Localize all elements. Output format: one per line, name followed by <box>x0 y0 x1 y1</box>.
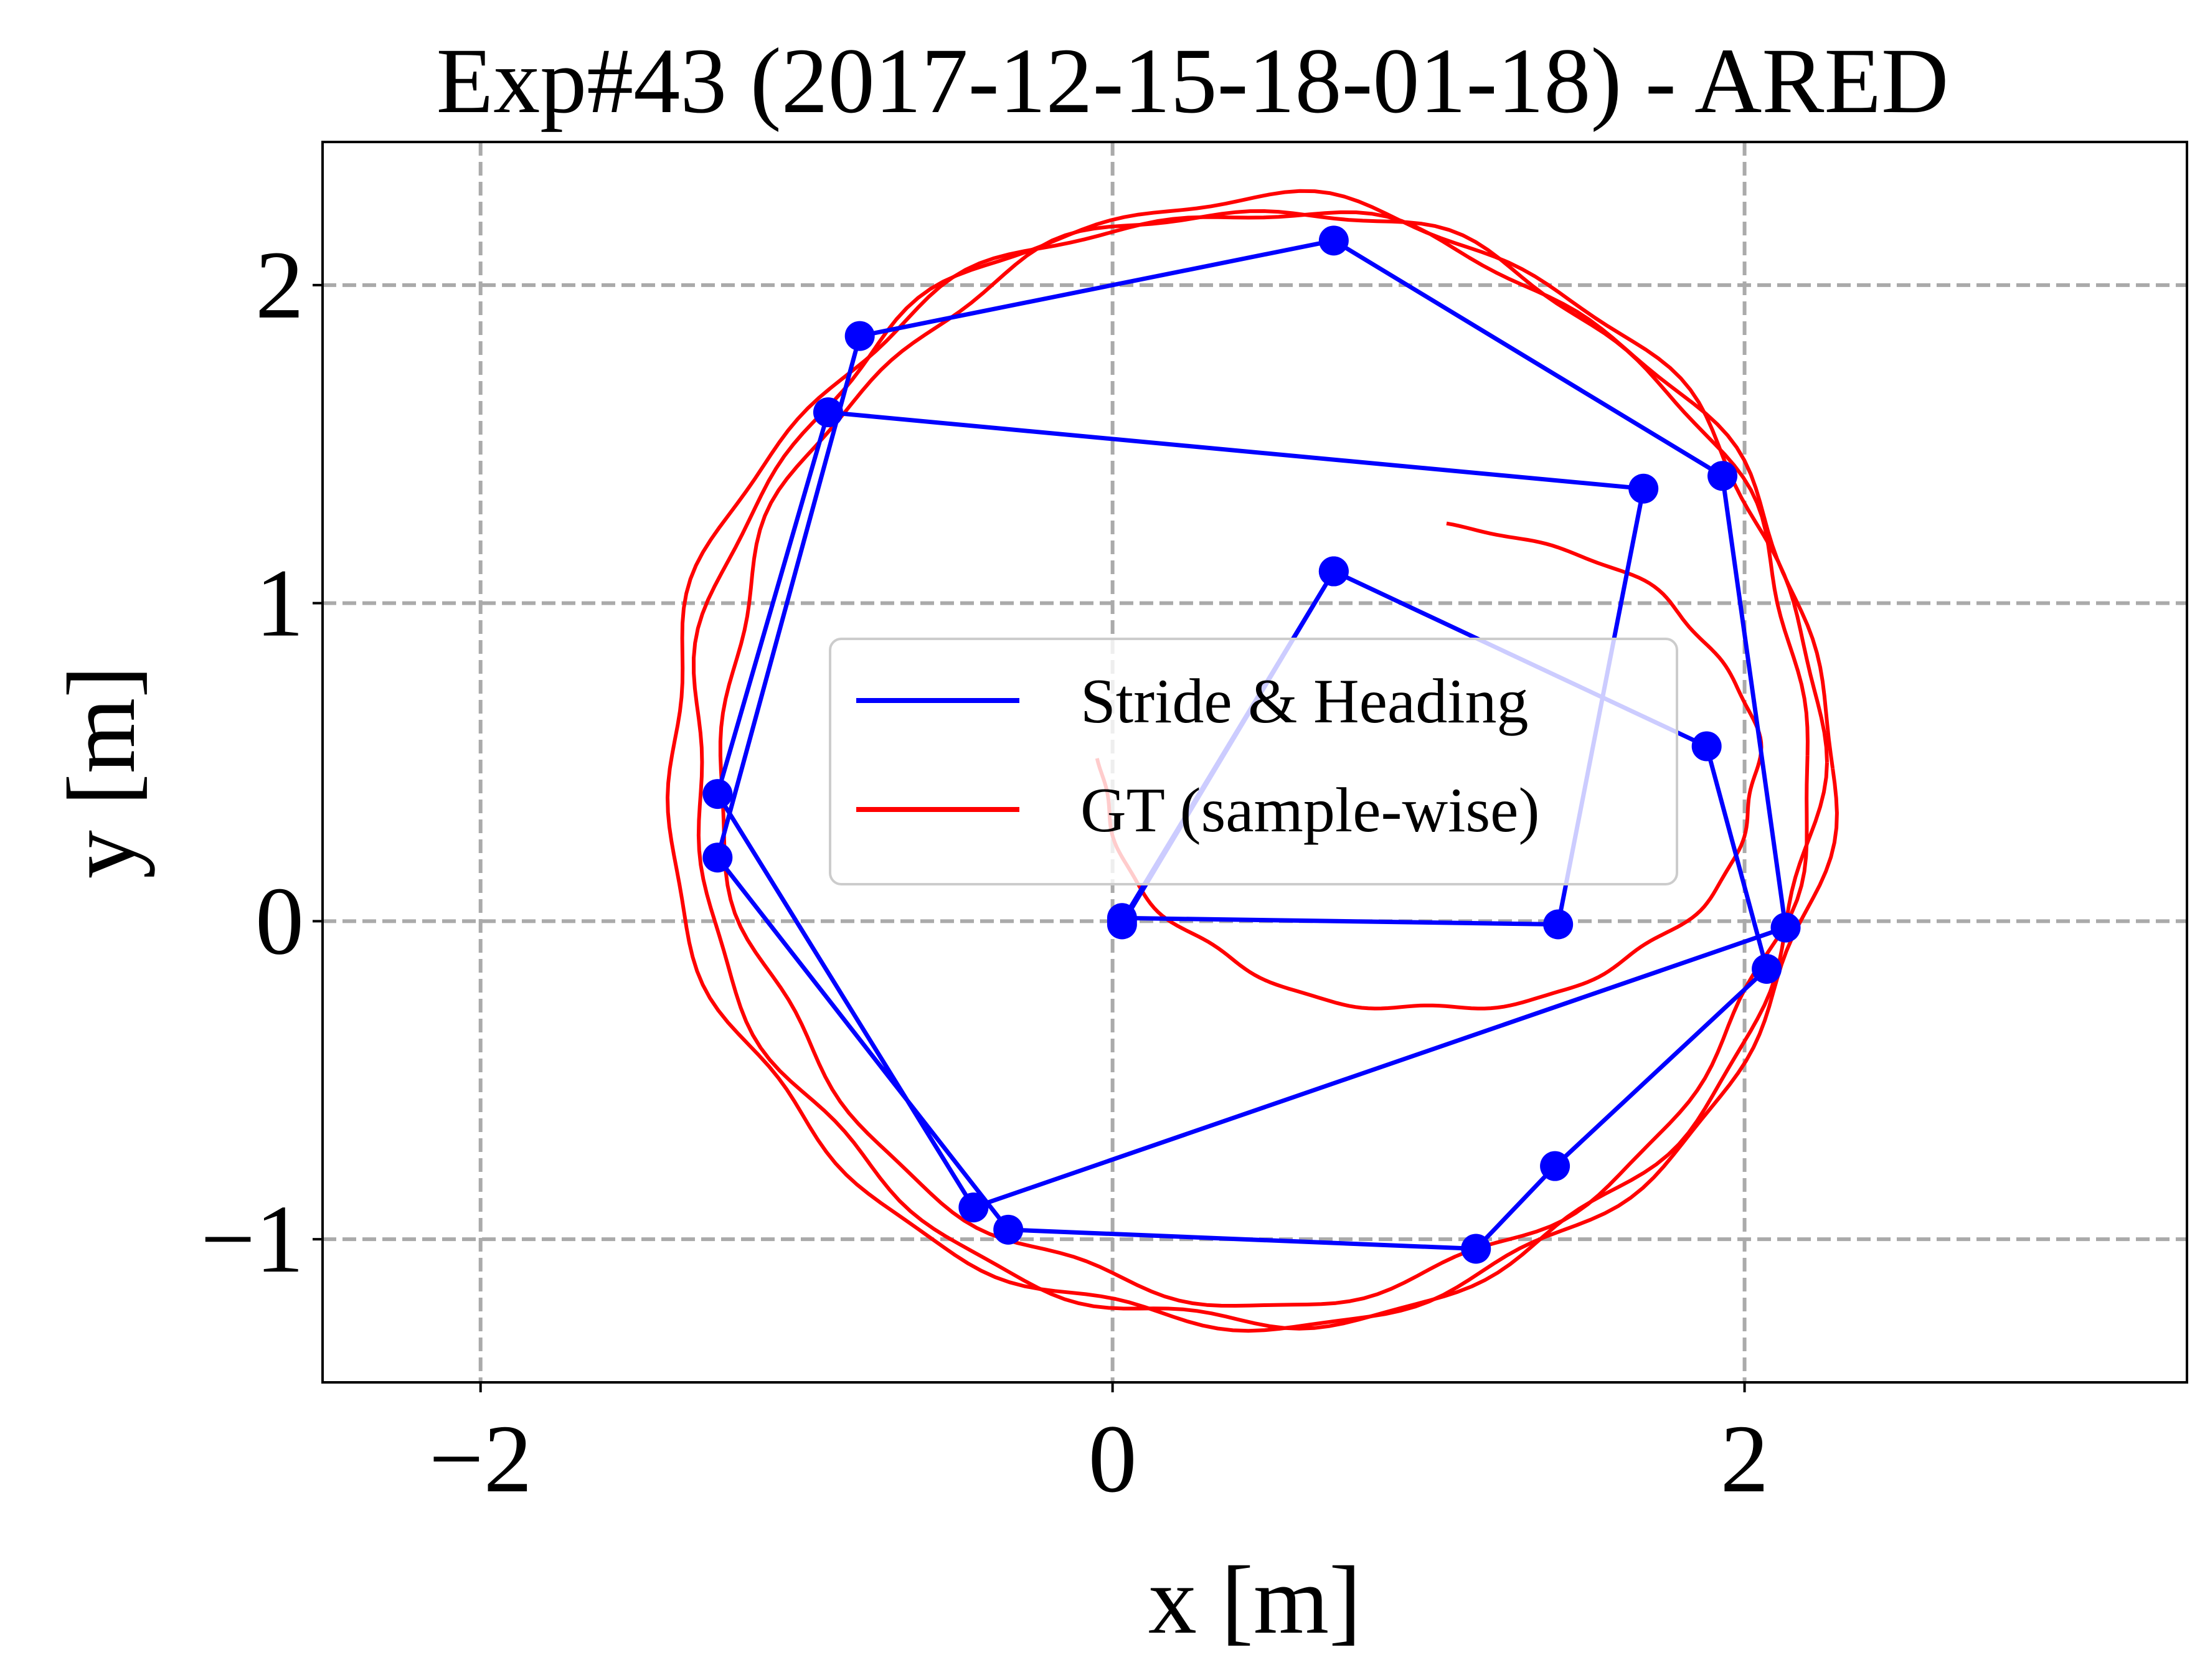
gt-loop <box>1095 521 1764 1011</box>
y-axis-ticks: −1 0 1 2 <box>201 231 323 1293</box>
y-axis-label: y [m] <box>47 666 155 879</box>
legend: Stride & Heading GT (sample-wise) <box>829 638 1678 885</box>
x-tick-label: 2 <box>1721 1405 1769 1512</box>
stride-heading-point <box>702 842 733 873</box>
stride-heading-point <box>993 1214 1024 1245</box>
y-tick-label: 2 <box>255 231 304 339</box>
stride-heading-point <box>1752 954 1782 984</box>
legend-label-stride-heading: Stride & Heading <box>1080 666 1529 737</box>
stride-heading-point <box>1318 225 1349 256</box>
x-tick-label: 0 <box>1088 1405 1137 1512</box>
gt-loop <box>692 189 1829 1331</box>
y-tick-label: −1 <box>201 1185 304 1293</box>
stride-heading-point <box>1770 912 1801 943</box>
stride-heading-point <box>1107 909 1137 940</box>
x-axis-label: x [m] <box>1148 1546 1361 1654</box>
gt-series <box>666 189 1839 1333</box>
y-tick-label: 1 <box>255 549 304 657</box>
legend-label-gt: GT (sample-wise) <box>1080 775 1539 846</box>
stride-heading-point <box>1691 731 1722 762</box>
y-tick-label: 0 <box>255 867 304 974</box>
stride-heading-point <box>1543 909 1574 940</box>
gt-loop <box>718 209 1810 1308</box>
chart-title: Exp#43 (2017-12-15-18-01-18) - ARED <box>437 29 1949 133</box>
stride-heading-point <box>1707 461 1738 491</box>
stride-heading-point <box>1318 556 1349 587</box>
stride-heading-point <box>1628 473 1659 504</box>
stride-heading-point <box>813 397 843 428</box>
stride-heading-point <box>844 321 875 351</box>
stride-heading-point <box>958 1192 989 1223</box>
plot-frame <box>321 141 2188 1384</box>
legend-box <box>829 638 1678 885</box>
stride-heading-point <box>1540 1151 1570 1181</box>
stride-heading-point <box>702 779 733 809</box>
stride-heading-point <box>1461 1234 1491 1264</box>
x-axis-ticks: −2 0 2 <box>429 1382 1769 1512</box>
x-tick-label: −2 <box>429 1405 532 1512</box>
